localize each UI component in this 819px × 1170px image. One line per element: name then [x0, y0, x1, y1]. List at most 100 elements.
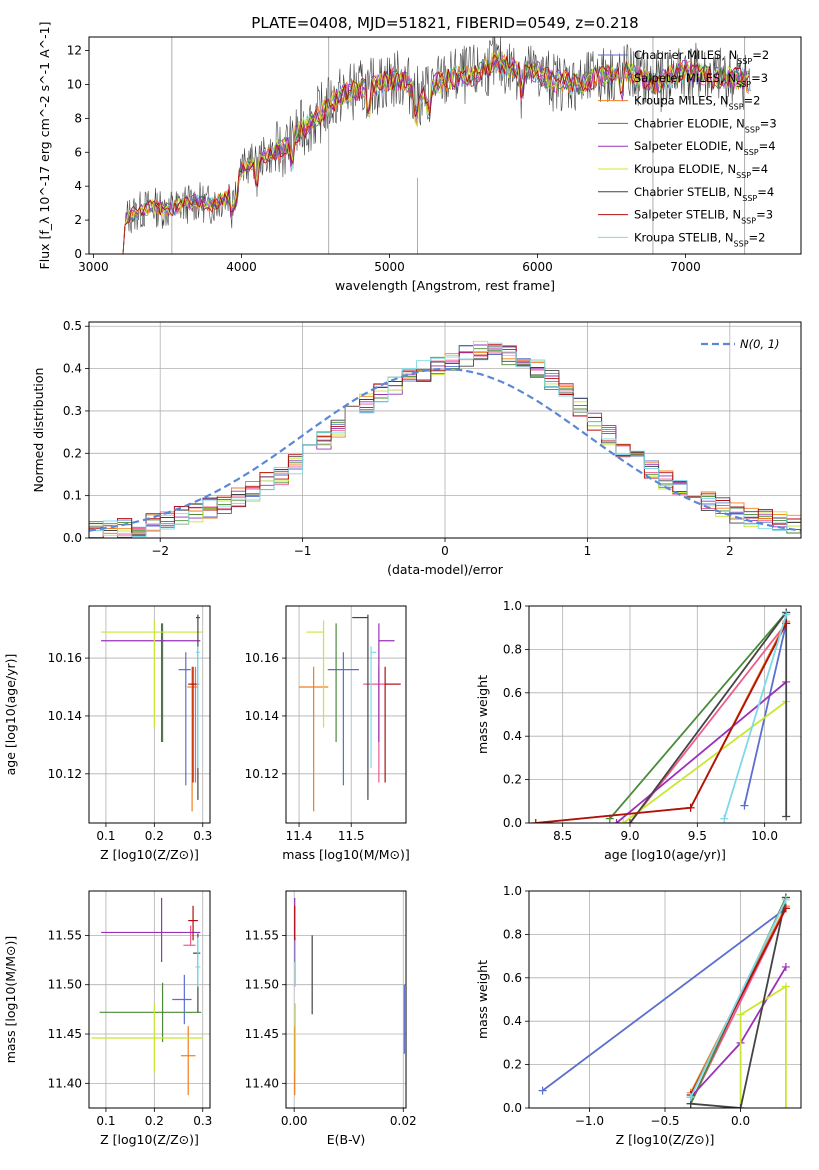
grid-lines — [286, 891, 406, 1108]
data-point — [740, 801, 749, 810]
x-tick-label: 0.02 — [390, 1114, 417, 1128]
normal-curve — [89, 367, 801, 532]
x-axis-label: wavelength [Angstrom, rest frame] — [335, 278, 555, 293]
legend-label: Kroupa ELODIE, NSSP=4 — [634, 162, 768, 180]
series-line — [542, 907, 787, 1092]
y-tick-label: 11.55 — [245, 928, 279, 942]
legend-label: N(0, 1) — [740, 337, 780, 351]
y-tick-label: 0.6 — [503, 686, 522, 700]
panel-5: 8.5 9.0 9.5 10.0 0.0 0.2 0.4 0.6 0.8 1.0 age [log1… — [475, 599, 802, 862]
histogram-kroupa-elodie — [89, 340, 801, 536]
errorbar-kroupa-stelib — [195, 937, 201, 987]
y-tick-label: 10 — [67, 77, 82, 91]
y-tick-label: 0.4 — [503, 1014, 522, 1028]
axes-frame — [88, 605, 211, 824]
x-axis-label: mass [log10(M/M⊙)] — [282, 847, 410, 862]
errorbar-salpeter-miles — [363, 666, 387, 783]
x-tick-label: −2 — [151, 544, 169, 558]
series-line — [615, 681, 787, 823]
errorbar-kroupa-stelib — [195, 646, 200, 769]
x-tick-label: 0.1 — [96, 829, 115, 843]
data-point — [531, 819, 540, 823]
y-tick-label: 1.0 — [503, 599, 522, 613]
y-axis-label: mass weight — [475, 675, 490, 754]
series-line — [535, 620, 788, 823]
plot-area — [101, 614, 203, 812]
series-line-salpeter-stelib — [122, 54, 750, 254]
y-tick-label: 12 — [67, 44, 82, 58]
x-tick-label: 0.3 — [193, 1114, 212, 1128]
axes-frame — [88, 321, 802, 539]
y-tick-label: 0.0 — [503, 1101, 522, 1115]
x-tick-label: 4000 — [226, 260, 257, 274]
x-tick-label: 0 — [441, 544, 449, 558]
x-tick-label: 5000 — [374, 260, 405, 274]
series-line — [629, 609, 788, 823]
y-axis-label: mass weight — [475, 960, 490, 1039]
y-tick-label: 1.0 — [503, 884, 522, 898]
axes-frame — [528, 890, 802, 1109]
plot-area — [122, 37, 751, 254]
grid-lines — [286, 606, 406, 823]
panel-1: 3000 4000 5000 6000 7000 0 2 4 6 8 10 12 wavelength … — [37, 22, 802, 293]
data-point — [782, 812, 791, 821]
data-point — [612, 819, 621, 823]
panel-6: 0.1 0.2 0.3 11.40 11.45 11.50 11.55 Z [log10(Z/… — [3, 890, 212, 1147]
x-tick-label: 0.3 — [193, 829, 212, 843]
y-tick-label: 0.5 — [63, 319, 82, 333]
data-point — [781, 904, 790, 913]
plot-area — [294, 897, 405, 1096]
errorbar-kroupa-miles — [180, 1026, 196, 1096]
y-tick-label: 0.0 — [63, 531, 82, 545]
legend-label: Salpeter ELODIE, NSSP=4 — [634, 139, 776, 157]
data-point — [781, 982, 790, 991]
panel-7: 0.00 0.02 11.40 11.45 11.50 11.55 E(B-V) — [245, 890, 417, 1147]
panel-4: 11.4 11.5 10.12 10.14 10.16 mass [log10(M/M⊙)… — [245, 605, 410, 862]
data-point — [686, 1093, 695, 1102]
y-tick-label: 11.40 — [48, 1076, 82, 1090]
figure-title: PLATE=0408, MJD=51821, FIBERID=0549, z=0… — [251, 14, 638, 32]
x-tick-label: −1 — [294, 544, 312, 558]
axes-frame — [88, 36, 802, 255]
errorbar-salpeter-elodie — [101, 897, 201, 963]
x-tick-label: 0.0 — [731, 1114, 750, 1128]
x-tick-label: 8.5 — [553, 829, 572, 843]
x-tick-label: 1 — [584, 544, 592, 558]
series-line — [743, 623, 788, 806]
series-line-salpeter-elodie — [122, 58, 750, 254]
x-tick-label: 3000 — [78, 260, 109, 274]
errorbar-kroupa-stelib — [370, 646, 377, 769]
x-tick-label: 2 — [726, 544, 734, 558]
y-tick-label: 0.2 — [63, 446, 82, 460]
x-tick-label: 11.5 — [338, 829, 365, 843]
errorbar-salpeter-stelib — [384, 666, 401, 783]
x-axis-label: Z [log10(Z/Z⊙)] — [100, 847, 199, 862]
errorbar-kroupa-elodie — [101, 620, 203, 728]
x-tick-label: 10.0 — [751, 829, 778, 843]
legend-label: Salpeter STELIB, NSSP=3 — [634, 208, 773, 226]
y-axis-label: Normed distribution — [31, 368, 46, 493]
errorbar-kroupa-elodie — [91, 1003, 203, 1073]
data-point — [782, 610, 791, 619]
legend-label: Kroupa MILES, NSSP=2 — [634, 94, 760, 112]
x-tick-label: 0.00 — [281, 1114, 308, 1128]
data-point — [625, 819, 634, 823]
series-kroupa-stelib — [686, 895, 790, 1102]
series-line-chabrier-stelib — [122, 37, 751, 254]
histogram-kroupa-stelib — [89, 342, 801, 537]
x-axis-label: Z [log10(Z/Z⊙)] — [616, 1132, 715, 1147]
y-tick-label: 8 — [74, 111, 82, 125]
legend-label: Chabrier MILES, NSSP=2 — [634, 48, 769, 66]
y-tick-label: 11.50 — [48, 978, 82, 992]
data-point — [781, 962, 790, 971]
series-kroupa-stelib — [720, 610, 791, 823]
y-tick-label: 11.40 — [245, 1076, 279, 1090]
y-tick-label: 0.4 — [63, 362, 82, 376]
y-tick-label: 0.6 — [503, 971, 522, 985]
errorbar-chabrier-elodie — [99, 982, 202, 1042]
y-tick-label: 4 — [74, 179, 82, 193]
axes-frame — [285, 605, 407, 824]
data-point — [736, 1010, 745, 1019]
errorbar-chabrier-miles — [178, 652, 191, 786]
